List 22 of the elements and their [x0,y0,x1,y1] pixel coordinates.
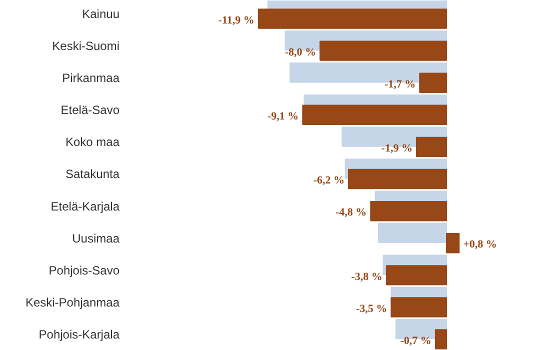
data-label: -4,8 % [335,206,367,219]
data-label: -1,7 % [384,78,416,90]
y-tick-label: Kainuu [82,6,120,21]
y-tick-label: Koko maa [65,135,120,150]
data-label: -0,7 % [400,334,432,347]
data-label: -8,0 % [284,46,316,58]
data-label: -3,8 % [351,270,382,283]
y-tick-label: Keski-Pohjanmaa [25,295,120,310]
y-tick-label: Etelä-Karjala [50,199,120,214]
data-label: -6,2 % [313,174,345,187]
y-tick-label: Satakunta [65,167,120,182]
y-tick-label: Keski-Suomi [52,39,120,54]
data-label: -1,9 % [381,142,412,155]
y-tick-label: Pirkanmaa [62,71,120,86]
data-label: +0,8 % [463,238,497,251]
data-label: -11,9 % [218,14,254,26]
data-label: -9,1 % [268,110,299,123]
y-tick-label: Etelä-Savo [60,103,120,118]
y-tick-label: Pohjois-Savo [48,263,120,278]
y-tick-label: Pohjois-Karjala [38,327,120,342]
data-label: -3,5 % [356,302,388,315]
y-tick-label: Uusimaa [72,231,120,246]
